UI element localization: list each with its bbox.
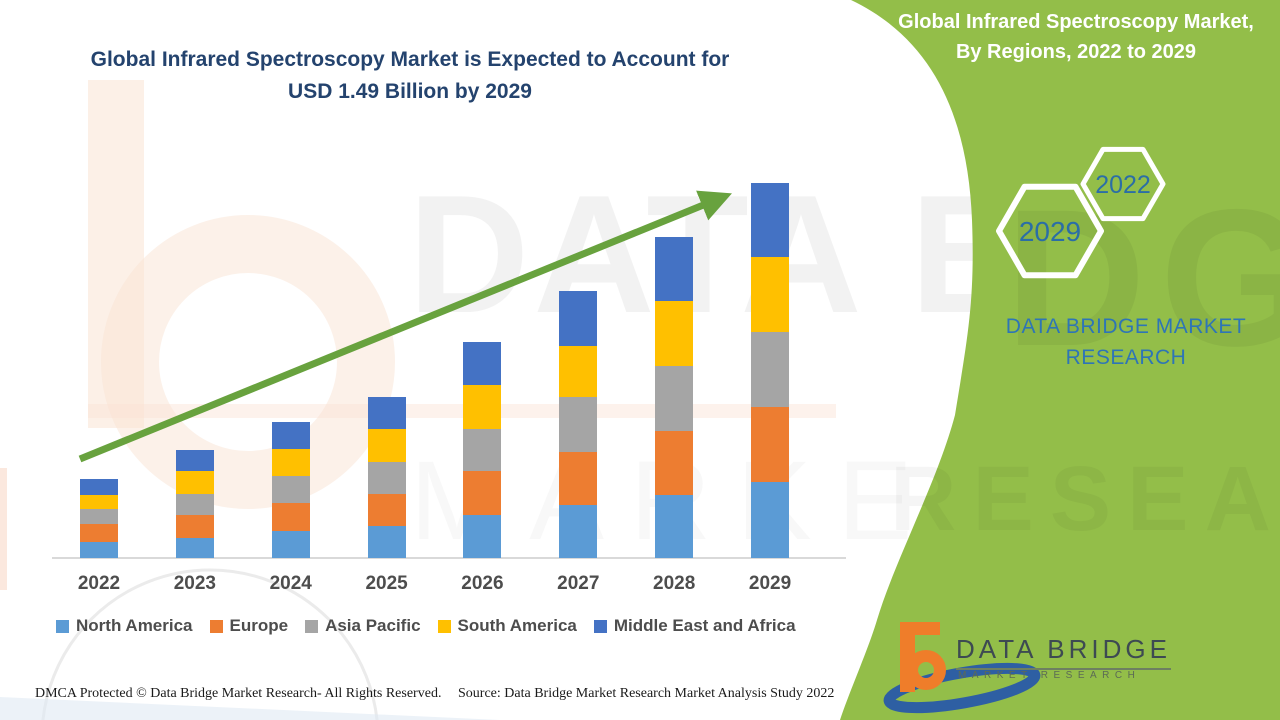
legend-label: South America [457, 616, 577, 635]
legend-item-europe: Europe [209, 616, 289, 636]
bar-segment-2026-south-america [463, 385, 502, 429]
x-axis-label-2026: 2026 [461, 573, 504, 594]
bar-segment-2022-middle-east-and-africa [80, 479, 118, 495]
bar-segment-2027-south-america [559, 346, 598, 397]
bar-segment-2025-south-america [367, 429, 406, 462]
bar-segment-2027-middle-east-and-africa [559, 291, 598, 346]
bar-segment-2029-europe [751, 407, 790, 482]
bar-segment-2028-north-america [655, 495, 694, 558]
bar-2027 [559, 291, 598, 558]
bar-segment-2022-north-america [80, 542, 118, 558]
x-axis-label-2025: 2025 [365, 573, 408, 594]
x-axis-label-2029: 2029 [748, 573, 792, 594]
bar-segment-2028-south-america [655, 301, 694, 366]
bar-segment-2024-north-america [271, 531, 310, 558]
right-panel-title: Global Infrared Spectroscopy Market, By … [880, 7, 1272, 67]
chart-title-line2: USD 1.49 Billion by 2029 [288, 80, 532, 103]
bar-segment-2024-south-america [271, 449, 310, 476]
x-axis-label-2024: 2024 [269, 573, 312, 594]
bar-segment-2027-north-america [559, 505, 598, 558]
footer-source: Source: Data Bridge Market Research Mark… [458, 686, 835, 701]
bar-2023 [175, 450, 214, 558]
chart-title: Global Infrared Spectroscopy Market is E… [40, 44, 780, 108]
bar-segment-2025-north-america [367, 526, 406, 558]
bar-segment-2026-europe [463, 471, 502, 515]
bar-segment-2026-middle-east-and-africa [463, 342, 502, 385]
plot-area: 2022 2023 2024 2025 2026 2027 2028 2029 [77, 183, 792, 594]
bar-segment-2023-south-america [175, 471, 214, 494]
bar-segment-2028-europe [655, 431, 694, 495]
legend-label: North America [76, 616, 193, 635]
legend-label: Europe [229, 616, 289, 635]
bar-segment-2023-middle-east-and-africa [175, 450, 214, 471]
x-axis-label-2022: 2022 [77, 573, 121, 594]
legend-swatch [305, 619, 319, 633]
bar-segment-2029-south-america [751, 257, 790, 332]
bar-segment-2023-europe [175, 515, 214, 538]
bar-2025 [367, 397, 406, 558]
x-axis-label-2028: 2028 [653, 573, 696, 594]
logo-name: DATA BRIDGE [956, 634, 1171, 670]
bar-2028 [655, 237, 694, 558]
bar-segment-2024-middle-east-and-africa [271, 422, 310, 449]
bar-segment-2022-south-america [80, 495, 118, 509]
bar-segment-2024-europe [271, 503, 310, 531]
bar-segment-2026-asia-pacific [463, 429, 502, 471]
bar-segment-2028-asia-pacific [655, 366, 694, 431]
legend-item-middle-east-and-africa: Middle East and Africa [593, 616, 796, 636]
brand-text-line2: RESEARCH [1065, 346, 1187, 369]
chart-title-line1: Global Infrared Spectroscopy Market is E… [90, 48, 730, 71]
legend-item-asia-pacific: Asia Pacific [305, 616, 421, 636]
bar-segment-2027-asia-pacific [559, 397, 598, 452]
x-axis-label-2023: 2023 [173, 573, 216, 594]
brand-text: DATA BRIDGE MARKET RESEARCH [985, 311, 1267, 373]
bar-segment-2022-europe [80, 524, 118, 542]
legend-label: Asia Pacific [325, 616, 421, 635]
bar-segment-2026-north-america [463, 515, 502, 558]
bar-segment-2025-europe [367, 494, 406, 526]
bar-segment-2027-europe [559, 452, 598, 505]
legend: North America Europe Asia Pacific South Ame… [56, 616, 846, 636]
bar-2026 [463, 342, 502, 558]
brand-text-line1: DATA BRIDGE MARKET [1005, 315, 1247, 338]
legend-item-north-america: North America [56, 616, 193, 636]
x-axis-line [52, 557, 846, 559]
legend-swatch [209, 619, 223, 633]
bar-2029 [751, 183, 790, 558]
bar-segment-2023-north-america [175, 538, 214, 558]
bar-segment-2025-middle-east-and-africa [367, 397, 406, 429]
legend-swatch [437, 619, 451, 633]
legend-swatch [593, 619, 607, 633]
bar-segment-2024-asia-pacific [271, 476, 310, 503]
bar-2022 [80, 479, 118, 558]
bar-segment-2029-asia-pacific [751, 332, 790, 407]
legend-swatch [56, 619, 69, 633]
right-panel-title-line2: By Regions, 2022 to 2029 [955, 41, 1197, 63]
bar-segment-2029-north-america [751, 482, 790, 558]
right-panel-title-line1: Global Infrared Spectroscopy Market, [898, 11, 1254, 33]
legend-label: Middle East and Africa [613, 616, 796, 635]
bar-2024 [271, 422, 310, 558]
bar-segment-2028-middle-east-and-africa [655, 237, 694, 301]
databridge-logo: DATA BRIDGE MARKET RESEARCH [880, 608, 1180, 718]
bar-segment-2022-asia-pacific [80, 509, 118, 524]
footer-dmca: DMCA Protected © Data Bridge Market Rese… [35, 686, 442, 701]
bar-segment-2029-middle-east-and-africa [751, 183, 790, 257]
logo-tagline: MARKET RESEARCH [958, 670, 1141, 681]
legend-item-south-america: South America [437, 616, 577, 636]
bar-segment-2023-asia-pacific [175, 494, 214, 515]
x-axis-label-2027: 2027 [557, 573, 600, 594]
bar-segment-2025-asia-pacific [367, 462, 406, 494]
